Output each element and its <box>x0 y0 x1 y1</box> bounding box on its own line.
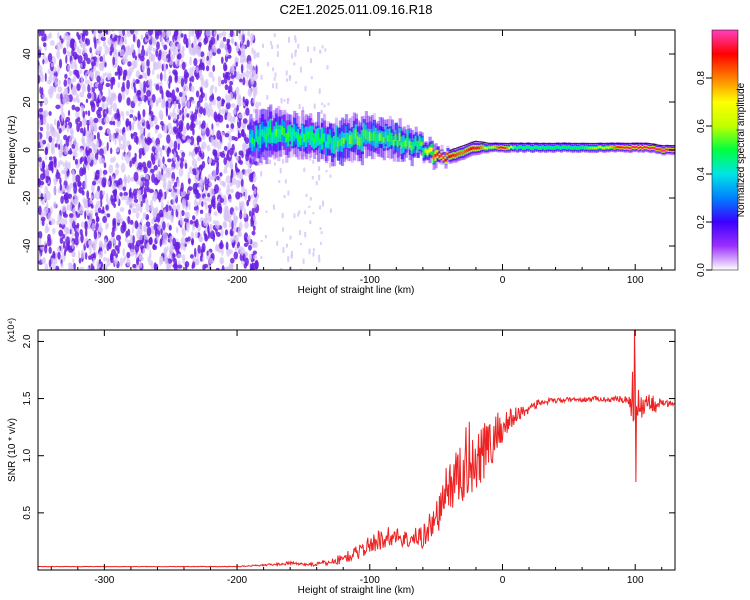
colorbar-ticks: 0.0 0.2 0.4 0.6 0.8 <box>696 71 712 277</box>
spectrogram-image <box>38 30 675 270</box>
colorbar-tick-label: 0.8 <box>696 71 707 85</box>
colorbar-tick-label: 0.6 <box>696 119 707 133</box>
y-tick-label: -40 <box>22 238 33 253</box>
y-tick-label: 1.5 <box>22 391 33 405</box>
snr-series-line <box>38 330 675 568</box>
figure-title: C2E1.2025.011.09.16.R18 <box>280 2 433 17</box>
x-tick-label: -100 <box>360 275 380 286</box>
snr-y-label: SNR (10 * v/v) <box>7 418 18 482</box>
y-tick-label: 2.0 <box>22 334 33 348</box>
x-tick-label: -300 <box>94 275 114 286</box>
y-tick-label: 0 <box>22 147 33 153</box>
x-tick-label: -200 <box>227 575 247 586</box>
colorbar: 0.0 0.2 0.4 0.6 0.8 Normalized spectral ampl… <box>696 29 747 277</box>
snr-y-axis: 0.5 1.0 1.5 2.0 <box>22 334 675 520</box>
colorbar-tick-label: 0.0 <box>696 263 707 277</box>
x-tick-label: 0 <box>500 575 506 586</box>
y-tick-label: 0.5 <box>22 505 33 519</box>
spectrogram-y-label: Frequency (Hz) <box>7 116 18 185</box>
x-tick-label: -300 <box>94 575 114 586</box>
snr-panel: -300 -200 -100 0 100 0.5 1.0 1.5 2.0 Height of … <box>6 318 676 596</box>
colorbar-strip <box>711 29 739 271</box>
snr-y-multiplier: (x10⁴) <box>6 318 16 342</box>
x-tick-label: 0 <box>500 275 506 286</box>
x-tick-label: 100 <box>627 575 644 586</box>
x-tick-label: -100 <box>360 575 380 586</box>
y-tick-label: 20 <box>22 96 33 108</box>
colorbar-tick-label: 0.4 <box>696 167 707 181</box>
spectrogram-x-label: Height of straight line (km) <box>298 285 415 296</box>
snr-x-axis: -300 -200 -100 0 100 <box>50 330 663 586</box>
trace-outline <box>449 140 675 152</box>
spectrogram-trace <box>249 104 675 170</box>
snr-x-label: Height of straight line (km) <box>298 585 415 596</box>
y-tick-label: 1.0 <box>22 448 33 462</box>
y-tick-label: 40 <box>22 48 33 60</box>
x-tick-label: -200 <box>227 275 247 286</box>
spectrogram-x-axis: -300 -200 -100 0 100 <box>50 30 663 286</box>
spectrogram-y-axis: -40 -20 0 20 40 <box>22 48 675 253</box>
colorbar-label: Normalized spectral amplitude <box>736 82 747 217</box>
snr-plot-area <box>38 330 675 568</box>
y-tick-label: -20 <box>22 190 33 205</box>
snr-frame <box>37 329 676 571</box>
x-tick-label: 100 <box>627 275 644 286</box>
colorbar-tick-label: 0.2 <box>696 215 707 229</box>
